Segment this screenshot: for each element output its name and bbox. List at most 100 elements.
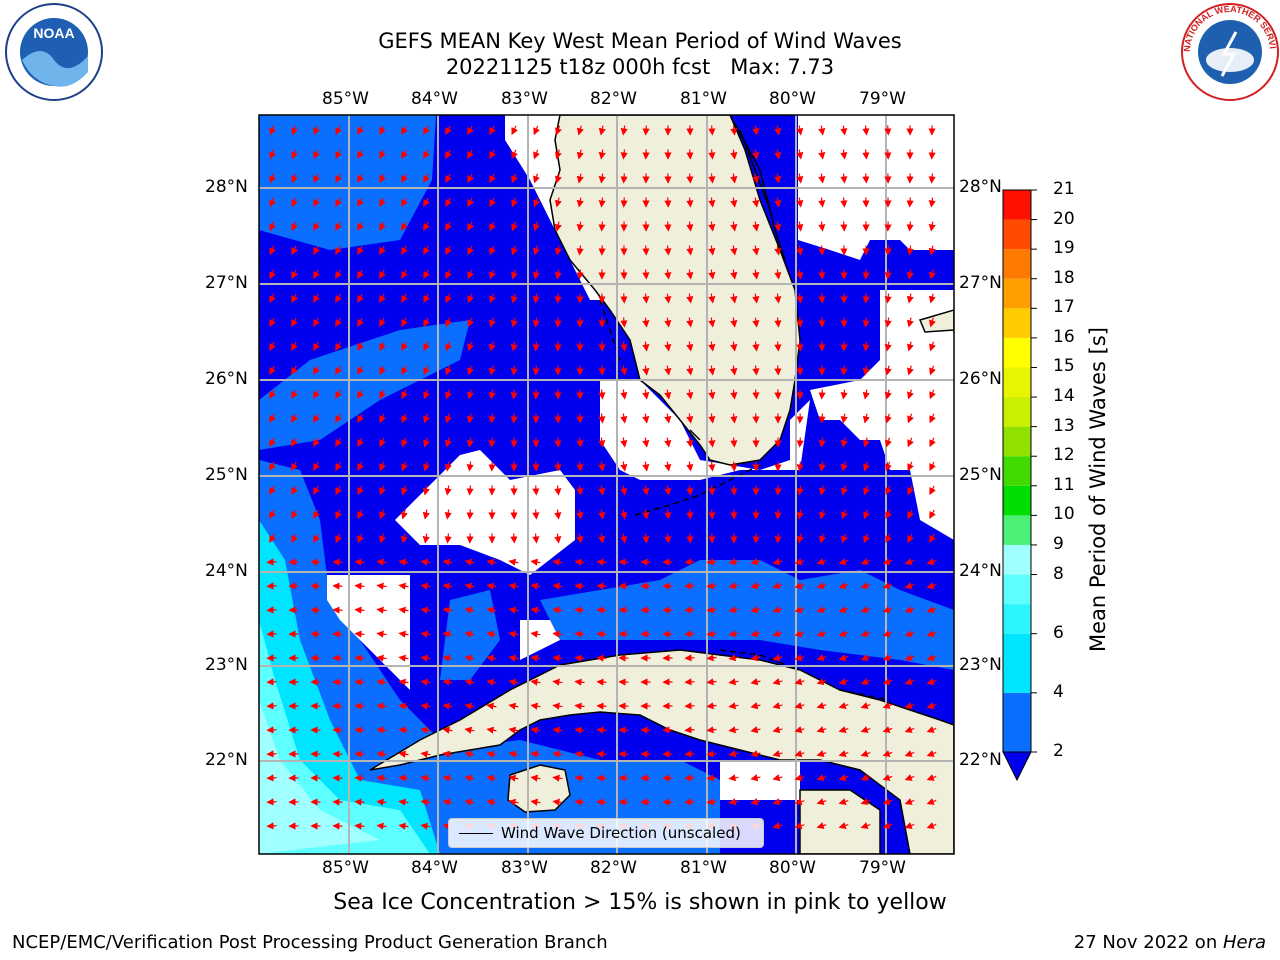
wave-arrow	[442, 798, 453, 806]
wave-arrow	[576, 125, 584, 136]
wave-arrow	[269, 485, 276, 495]
wave-arrow	[266, 726, 277, 734]
wave-arrow	[401, 365, 408, 376]
wave-arrow	[840, 461, 848, 472]
wave-arrow	[774, 149, 782, 160]
wave-arrow	[596, 654, 607, 662]
lat-label-left-27n: 27°N	[205, 273, 248, 293]
wave-arrow	[796, 317, 804, 328]
wave-arrow	[533, 173, 540, 184]
wave-arrow	[752, 197, 760, 208]
wave-arrow	[642, 245, 650, 256]
wave-arrow	[774, 125, 782, 136]
wave-arrow	[706, 678, 717, 686]
wave-arrow	[598, 149, 606, 160]
wave-arrow	[730, 173, 738, 184]
lon-label-top-79w: 79°W	[859, 89, 906, 109]
wave-arrow	[907, 437, 914, 448]
wave-arrow	[357, 485, 364, 496]
wave-arrow	[863, 509, 870, 520]
wave-arrow	[794, 750, 805, 758]
wave-arrow	[574, 726, 585, 734]
wave-arrow	[708, 317, 716, 328]
wave-arrow	[423, 173, 430, 183]
wave-arrow	[706, 630, 717, 638]
colorbar-band-6-7	[1003, 604, 1031, 634]
wave-arrow	[511, 197, 518, 208]
wave-arrow	[464, 606, 475, 614]
wave-arrow	[554, 173, 562, 184]
wave-arrow	[796, 437, 804, 448]
wave-arrow	[774, 245, 782, 256]
wave-arrow	[532, 485, 540, 496]
wave-arrow	[884, 341, 892, 352]
wave-arrow	[376, 606, 387, 614]
wave-arrow	[642, 341, 650, 352]
wave-arrow	[642, 437, 650, 448]
wave-arrow	[486, 558, 497, 566]
wave-arrow	[882, 774, 893, 781]
wave-arrow	[442, 702, 453, 710]
wave-arrow	[266, 750, 277, 758]
wave-arrow	[269, 533, 276, 543]
wave-arrow	[467, 341, 474, 352]
wave-arrow	[904, 726, 915, 733]
wave-arrow	[291, 365, 298, 375]
wave-arrow	[401, 437, 408, 448]
wave-arrow	[684, 726, 695, 734]
wave-arrow	[532, 533, 540, 544]
wave-arrow	[354, 822, 365, 830]
wave-arrow	[596, 606, 607, 614]
wave-arrow	[730, 437, 738, 448]
wave-arrow	[664, 221, 672, 232]
wave-arrow	[664, 533, 672, 544]
wave-arrow	[686, 197, 694, 208]
wave-arrow	[335, 221, 342, 232]
wave-arrow	[269, 389, 276, 399]
wave-arrow	[444, 413, 452, 424]
wave-arrow	[708, 389, 716, 400]
wave-arrow	[884, 269, 892, 280]
wave-arrow	[269, 509, 276, 519]
wave-arrow	[423, 389, 430, 400]
wave-arrow	[750, 606, 761, 614]
wave-arrow	[466, 413, 474, 424]
wave-arrow	[376, 678, 387, 686]
wave-arrow	[576, 245, 584, 256]
wave-arrow	[533, 197, 540, 208]
wave-arrow	[708, 485, 716, 496]
wave-arrow	[794, 606, 805, 614]
wave-arrow	[552, 606, 563, 614]
colorbar-tick-label-11: 11	[1053, 474, 1075, 495]
wave-arrow	[552, 582, 563, 590]
wave-arrow	[816, 606, 827, 614]
wave-arrow	[532, 221, 540, 232]
wave-arrow	[730, 293, 738, 304]
wave-arrow	[511, 149, 518, 160]
wave-arrow	[401, 413, 408, 424]
wave-arrow	[423, 413, 430, 424]
wave-arrow	[376, 774, 387, 782]
wave-arrow	[620, 485, 628, 496]
wave-arrow	[596, 774, 607, 782]
lon-label-bottom-80w: 80°W	[769, 858, 816, 878]
wave-arrow	[576, 533, 584, 544]
wave-arrow	[706, 726, 717, 734]
wave-arrow	[906, 221, 914, 232]
wave-arrow	[574, 654, 585, 662]
wave-arrow	[576, 269, 584, 280]
colorbar-tick-label-20: 20	[1053, 208, 1075, 229]
wave-arrow	[818, 437, 826, 448]
wave-arrow	[598, 437, 606, 448]
wave-arrow	[772, 702, 783, 710]
lon-label-bottom-82w: 82°W	[590, 858, 637, 878]
wave-arrow	[266, 774, 277, 782]
wave-arrow	[467, 149, 474, 160]
wave-arrow	[706, 654, 717, 662]
chart-title: GEFS MEAN Key West Mean Period of Wind W…	[0, 28, 1280, 80]
wave-arrow	[291, 437, 298, 447]
wave-arrow	[376, 702, 387, 710]
wave-arrow	[508, 558, 519, 566]
wave-arrow	[884, 389, 892, 400]
colorbar	[1002, 189, 1037, 782]
